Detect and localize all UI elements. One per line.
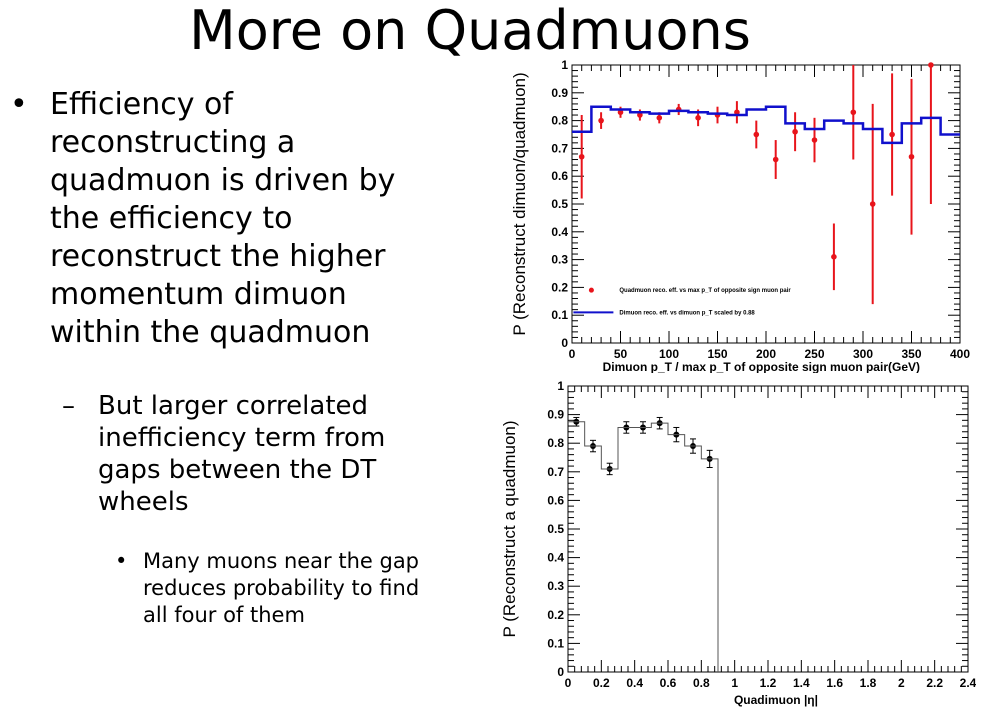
y-tick-label: 0.5 — [551, 197, 568, 211]
y-tick-label: 0.7 — [551, 141, 568, 155]
data-point — [850, 109, 857, 116]
x-tick-label: 250 — [804, 347, 824, 361]
data-point — [792, 128, 798, 135]
x-axis-title: Dimuon p_T / max p_T of opposite sign mu… — [603, 360, 920, 373]
bullet-dash-icon: – — [62, 391, 75, 421]
legend-entry: Dimuon reco. eff. vs dimuon p_T scaled b… — [619, 310, 755, 316]
x-tick-label: 1 — [731, 676, 738, 690]
bullet-1-text: Efficiency of reconstructing a quadmuon … — [50, 87, 396, 350]
y-axis-title: P (Reconstruct a quadmuon) — [500, 420, 519, 637]
legend-entry: Quadmuon reco. eff. vs max p_T of opposi… — [619, 288, 791, 294]
y-tick-label: 0.7 — [547, 465, 564, 479]
x-tick-label: 1.4 — [793, 676, 810, 690]
eta-efficiency-chart: 0 0.1 0.2 0.3 0.4 0.5 0.6 0.7 0.8 0.9 1 0 0.2 0.4 0.6 0… — [500, 379, 976, 707]
data-point — [617, 109, 624, 116]
y-tick-label: 0.3 — [547, 579, 564, 593]
data-point — [869, 201, 876, 207]
bullet-level-2: – But larger correlated inefficiency ter… — [62, 390, 442, 518]
y-tick-label: 0.9 — [551, 86, 568, 100]
x-tick-label: 0.2 — [593, 676, 610, 690]
y-tick-label: 1 — [557, 379, 564, 393]
x-tick-label: 1.8 — [860, 676, 877, 690]
y-tick-label: 1 — [561, 58, 568, 72]
y-tick-label: 0.8 — [551, 114, 568, 128]
x-tick-label: 0 — [569, 347, 576, 361]
x-tick-label: 2 — [898, 676, 905, 690]
x-tick-label: 400 — [950, 347, 970, 361]
bullet-dot-icon: • — [10, 87, 28, 122]
x-tick-label: 100 — [659, 347, 679, 361]
x-tick-label: 50 — [614, 347, 628, 361]
legend-marker-points — [588, 287, 594, 293]
step-histogram-line — [572, 105, 960, 145]
y-tick-label: 0 — [557, 665, 564, 679]
data-point — [753, 131, 760, 138]
data-point — [598, 117, 604, 124]
x-tick-label: 2.2 — [926, 676, 943, 690]
y-tick-label: 0.6 — [551, 169, 568, 183]
x-tick-label: 150 — [707, 347, 727, 361]
x-tick-label: 300 — [853, 347, 873, 361]
bullet-3-text: Many muons near the gap reduces probabil… — [143, 549, 420, 627]
x-tick-label: 2.4 — [960, 676, 976, 690]
y-axis-title: P (Reconstruct dimuon/quadmuon) — [510, 72, 529, 335]
y-tick-label: 0.8 — [547, 436, 564, 450]
data-point — [656, 115, 663, 121]
data-point — [637, 112, 643, 118]
x-axis-title: Quadimuon |η| — [734, 693, 818, 707]
data-point — [889, 131, 895, 138]
data-point — [772, 156, 779, 163]
y-tick-label: 0.2 — [551, 280, 568, 294]
y-tick-label: 0.9 — [547, 408, 564, 422]
x-tick-label: 0.8 — [693, 676, 710, 690]
x-tick-label: 200 — [756, 347, 776, 361]
bullet-level-1: • Efficiency of reconstructing a quadmuo… — [10, 86, 440, 352]
y-tick-label: 0.3 — [551, 253, 568, 267]
data-point — [734, 109, 740, 116]
y-tick-label: 0.2 — [547, 608, 564, 622]
data-point — [908, 153, 915, 160]
bullet-dot-icon: • — [115, 549, 128, 573]
data-point — [831, 254, 837, 260]
x-tick-label: 0.6 — [660, 676, 677, 690]
x-tick-label: 1.6 — [826, 676, 843, 690]
x-tick-label: 350 — [901, 347, 921, 361]
bullet-level-3: • Many muons near the gap reduces probab… — [115, 548, 445, 629]
data-point — [928, 62, 934, 68]
step-histogram-line — [568, 421, 719, 672]
bullet-2-text: But larger correlated inefficiency term … — [98, 391, 386, 517]
y-tick-label: 0.5 — [547, 522, 564, 536]
x-tick-label: 0 — [565, 676, 572, 690]
y-tick-label: 0 — [561, 336, 568, 350]
y-tick-label: 0.4 — [551, 225, 568, 239]
y-tick-label: 0.1 — [547, 636, 564, 650]
data-point — [695, 115, 701, 121]
pt-efficiency-chart: 0 0.1 0.2 0.3 0.4 0.5 0.6 0.7 0.8 0.9 1 0 50 100 150 20… — [510, 58, 970, 373]
x-tick-label: 0.4 — [626, 676, 643, 690]
x-tick-label: 1.2 — [760, 676, 777, 690]
data-point — [811, 137, 818, 143]
slide-title: More on Quadmuons — [189, 0, 751, 62]
y-tick-label: 0.1 — [551, 308, 568, 322]
data-point — [578, 153, 585, 160]
y-tick-label: 0.4 — [547, 551, 564, 565]
y-tick-label: 0.6 — [547, 493, 564, 507]
